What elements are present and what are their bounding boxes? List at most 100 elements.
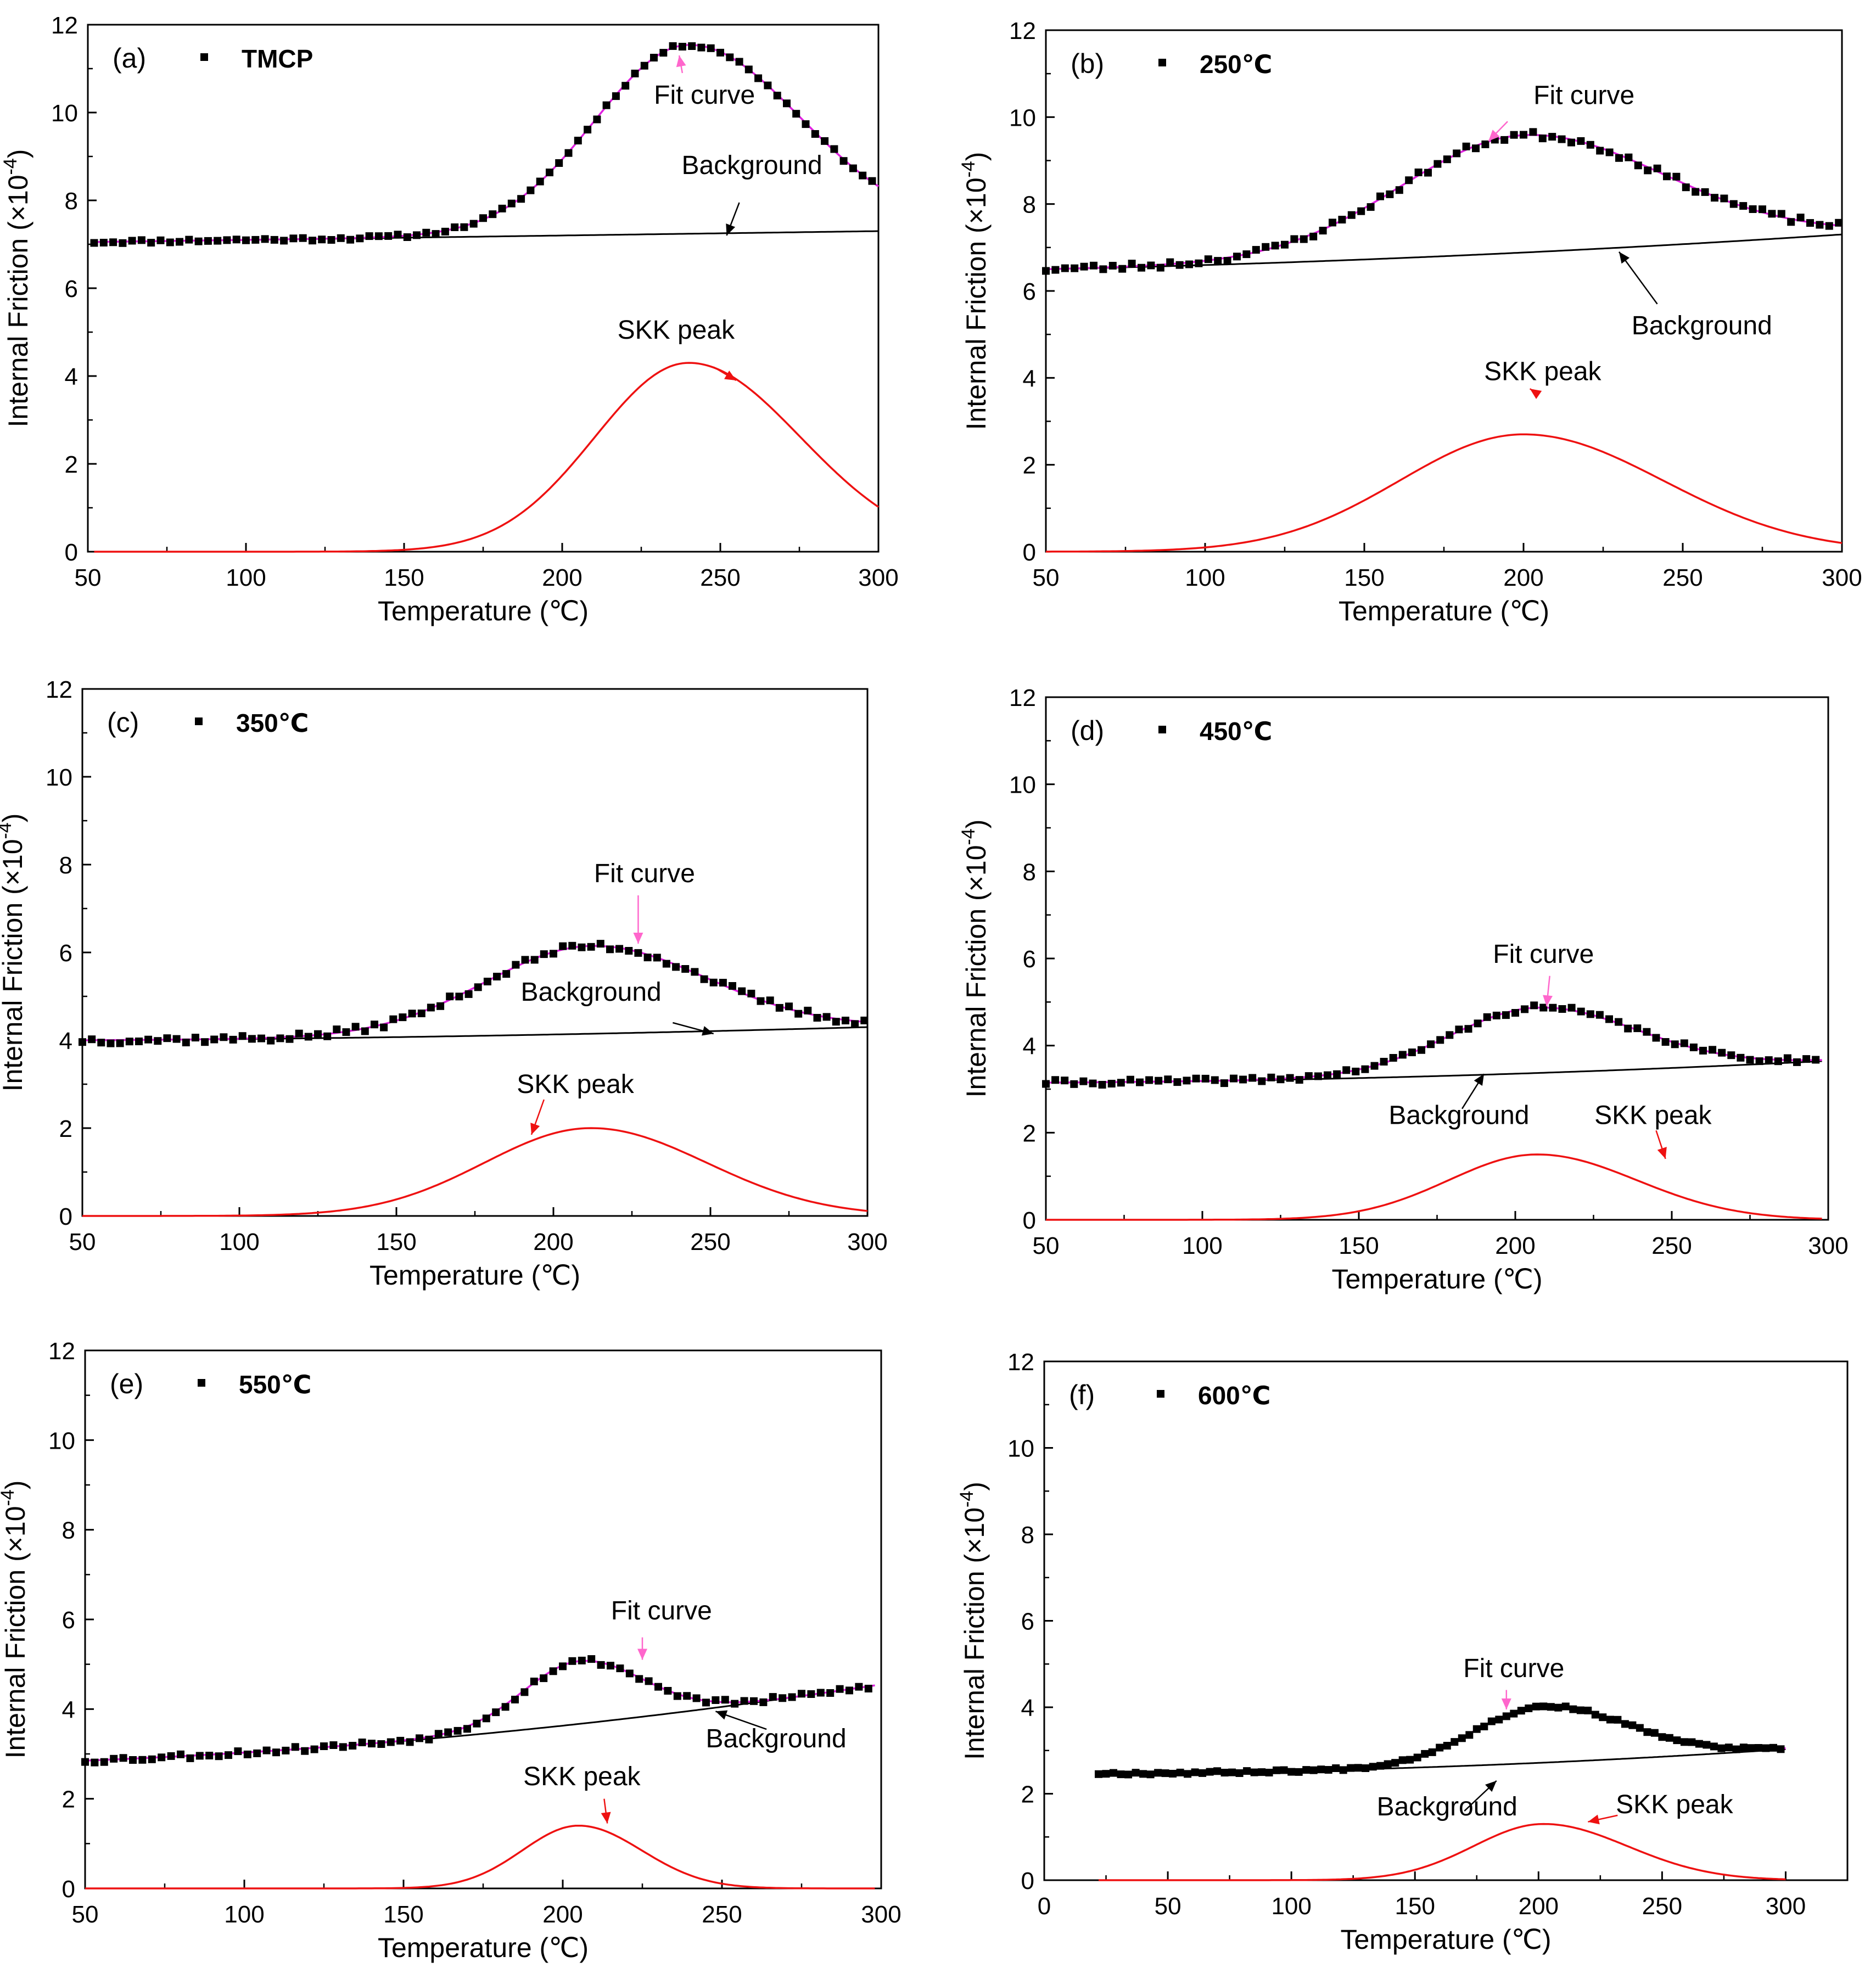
data-point (1309, 232, 1318, 240)
data-point (116, 1039, 124, 1047)
data-point (859, 171, 867, 180)
data-point (1398, 1756, 1407, 1764)
data-point (403, 233, 411, 241)
data-point (194, 237, 203, 245)
data-point (1175, 261, 1184, 269)
data-point (1281, 240, 1289, 249)
data-point (1324, 1766, 1332, 1774)
data-point (144, 1035, 153, 1044)
data-point (339, 1743, 347, 1751)
data-point (568, 941, 576, 950)
data-point (521, 956, 529, 964)
data-point (1395, 186, 1403, 194)
data-point (1605, 1015, 1613, 1023)
data-point (323, 1032, 332, 1040)
data-point (1147, 261, 1155, 270)
data-point (1732, 1745, 1740, 1753)
data-point (1739, 202, 1748, 210)
data-point (659, 49, 668, 57)
data-point (1061, 1077, 1069, 1085)
data-point (1596, 147, 1604, 155)
data-point (794, 1010, 803, 1018)
x-tick-label: 250 (1642, 1893, 1682, 1920)
skk-peak-line (94, 362, 879, 553)
data-point (507, 199, 516, 208)
data-point (1145, 1076, 1153, 1084)
data-point (811, 130, 819, 138)
x-tick-label: 50 (75, 564, 102, 591)
legend-marker (200, 53, 208, 61)
data-point (1614, 1715, 1622, 1724)
data-point (559, 1662, 567, 1670)
data-point (512, 961, 520, 969)
x-tick-label: 100 (1185, 564, 1225, 591)
data-point (536, 177, 544, 186)
data-point (1650, 1729, 1659, 1737)
data-point (232, 236, 240, 244)
data-point (1095, 1770, 1102, 1778)
data-point (396, 1736, 405, 1745)
data-point (1228, 1768, 1236, 1776)
data-point (678, 43, 686, 51)
data-point (1128, 260, 1136, 268)
data-point (368, 1740, 376, 1748)
data-point (654, 1683, 662, 1691)
data-point (1338, 216, 1346, 224)
data-point (1796, 214, 1805, 222)
data-point (361, 1027, 369, 1035)
data-point (125, 1038, 133, 1046)
data-point (374, 232, 383, 240)
fit-curve-arrowhead (1488, 130, 1500, 141)
data-point (625, 947, 633, 955)
data-point (1380, 1058, 1388, 1066)
y-tick-label: 8 (65, 188, 78, 215)
data-point (90, 239, 98, 247)
data-point (223, 236, 231, 244)
data-point (555, 159, 563, 167)
data-point (129, 1756, 137, 1764)
data-point (1199, 1769, 1207, 1777)
data-point (635, 1675, 643, 1683)
x-tick-label: 100 (1182, 1232, 1222, 1259)
data-point (301, 1747, 309, 1755)
panel-a: 50 100 150 200 250 300 0 2 4 6 8 10 12 Temperature (℃… (0, 12, 899, 626)
y-axis-title: Internal Friction (×10-4) (958, 152, 992, 430)
data-point (1369, 1763, 1377, 1771)
data-point (148, 1755, 156, 1763)
y-tick-label: 4 (1023, 365, 1036, 392)
data-point (860, 1016, 869, 1024)
background-label: Background (1377, 1792, 1517, 1821)
data-point (147, 239, 155, 247)
data-point (1577, 137, 1585, 145)
data-point (1816, 221, 1824, 229)
data-point (1427, 1040, 1435, 1049)
data-point (1492, 1011, 1500, 1019)
data-point (650, 54, 658, 61)
data-point (1206, 1768, 1214, 1776)
data-point (1220, 1769, 1229, 1777)
skk-peak-label: SKK peak (1484, 357, 1601, 386)
x-tick-label: 50 (69, 1229, 96, 1255)
y-tick-label: 4 (65, 363, 78, 390)
data-point (1689, 1043, 1698, 1051)
x-tick-label: 100 (219, 1229, 259, 1255)
panel-b: 50 100 150 200 250 300 0 2 4 6 8 10 12 Temperature (℃… (958, 18, 1862, 626)
data-point (1300, 235, 1308, 243)
data-point (81, 1758, 89, 1766)
data-point (1042, 1080, 1050, 1088)
data-point (128, 237, 136, 245)
plot-frame (1045, 29, 1843, 553)
data-point (813, 1014, 821, 1022)
data-point (1118, 265, 1127, 273)
data-point (1502, 1011, 1510, 1019)
data-point (1530, 1001, 1538, 1010)
data-point (1443, 155, 1451, 164)
data-point (662, 960, 670, 968)
fit-curve-label: Fit curve (1463, 1654, 1564, 1683)
y-tick-label: 0 (1021, 1868, 1034, 1894)
data-point (1511, 1009, 1519, 1017)
data-point (1529, 128, 1537, 136)
data-point (1098, 1081, 1106, 1089)
legend-label: 600℃ (1198, 1381, 1270, 1410)
data-point (1271, 242, 1279, 250)
